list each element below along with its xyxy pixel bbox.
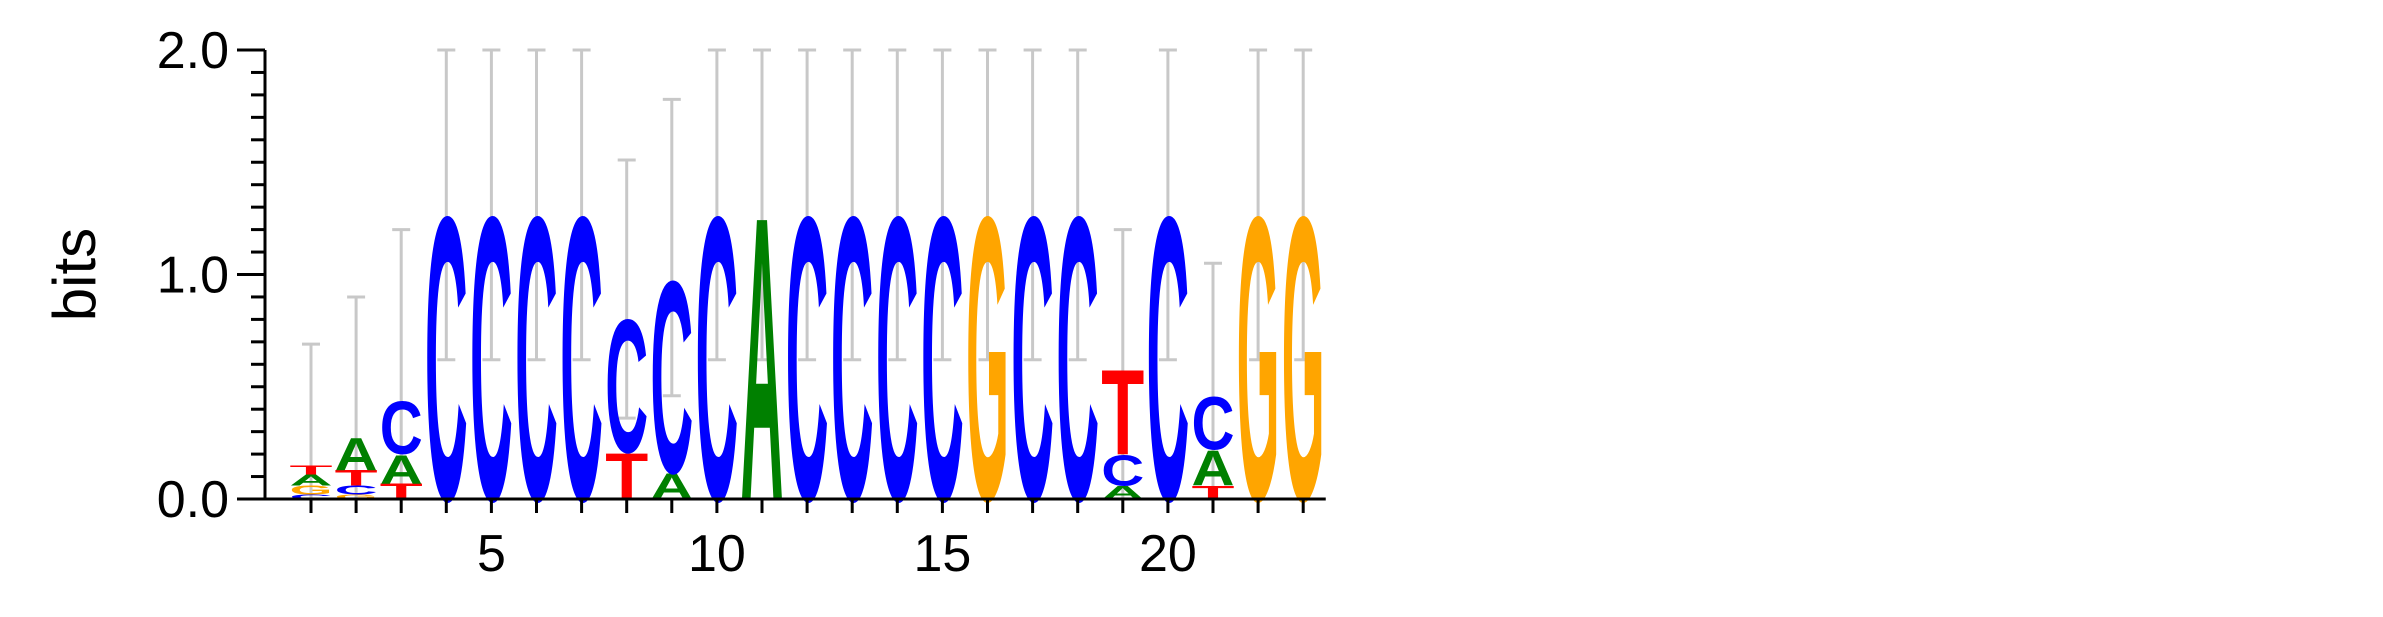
- logo-letter-C: C: [605, 279, 648, 492]
- logo-letter-A: A: [1192, 440, 1235, 496]
- logo-letter-C: C: [380, 388, 423, 471]
- logo-letter-G: G: [290, 484, 333, 498]
- x-ticks: 5 10 15 20: [309, 499, 1305, 583]
- y-ticks: 0.0 1.0 2.0: [157, 22, 265, 529]
- logo-letter-C: C: [1056, 134, 1099, 586]
- logo-letter-T: T: [1101, 345, 1144, 481]
- y-axis-title: bits: [41, 228, 108, 321]
- logo-letter-G: G: [1282, 133, 1325, 586]
- logo-letter-C: C: [290, 493, 333, 500]
- error-bars: [302, 48, 1313, 499]
- logo-letter-G: G: [1237, 133, 1280, 586]
- logo-letter-C: C: [876, 134, 919, 586]
- logo-letter-C: C: [560, 134, 603, 586]
- logo-letter-C: C: [1011, 134, 1054, 586]
- y-tick-label: 0.0: [157, 471, 229, 529]
- logo-letter-T: T: [290, 463, 333, 477]
- x-tick-label: 20: [1139, 525, 1197, 583]
- logo-letter-C: C: [1146, 134, 1189, 586]
- y-tick-label: 2.0: [157, 22, 229, 80]
- logo-letter-C: C: [650, 225, 693, 532]
- axes: 0.0 1.0 2.0 5 10 15 20: [157, 22, 1326, 583]
- logo-letter-C: C: [786, 134, 829, 586]
- logo-letter-A: A: [380, 447, 423, 492]
- logo-letter-A: A: [290, 472, 333, 489]
- logo-letter-A: A: [741, 134, 784, 586]
- logo-letter-C: C: [515, 134, 558, 586]
- logo-letter-C: C: [831, 134, 874, 586]
- x-tick-label: 15: [913, 525, 971, 583]
- logo-letter-T: T: [335, 466, 378, 490]
- logo-letter-C: C: [425, 134, 468, 586]
- logo-letter-C: C: [470, 134, 513, 586]
- y-tick-label: 1.0: [157, 247, 229, 305]
- x-tick-label: 5: [477, 525, 506, 583]
- logo-letter-G: G: [335, 493, 378, 500]
- x-tick-label: 10: [688, 525, 746, 583]
- logo-letter-G: G: [966, 133, 1009, 586]
- logo-letter-C: C: [335, 483, 378, 497]
- logo-letter-A: A: [335, 429, 378, 481]
- logo-letter-C: C: [921, 134, 964, 586]
- logo-letter-C: C: [1101, 447, 1144, 495]
- logo-letter-C: C: [1192, 383, 1235, 466]
- logo-letter-C: C: [695, 134, 738, 586]
